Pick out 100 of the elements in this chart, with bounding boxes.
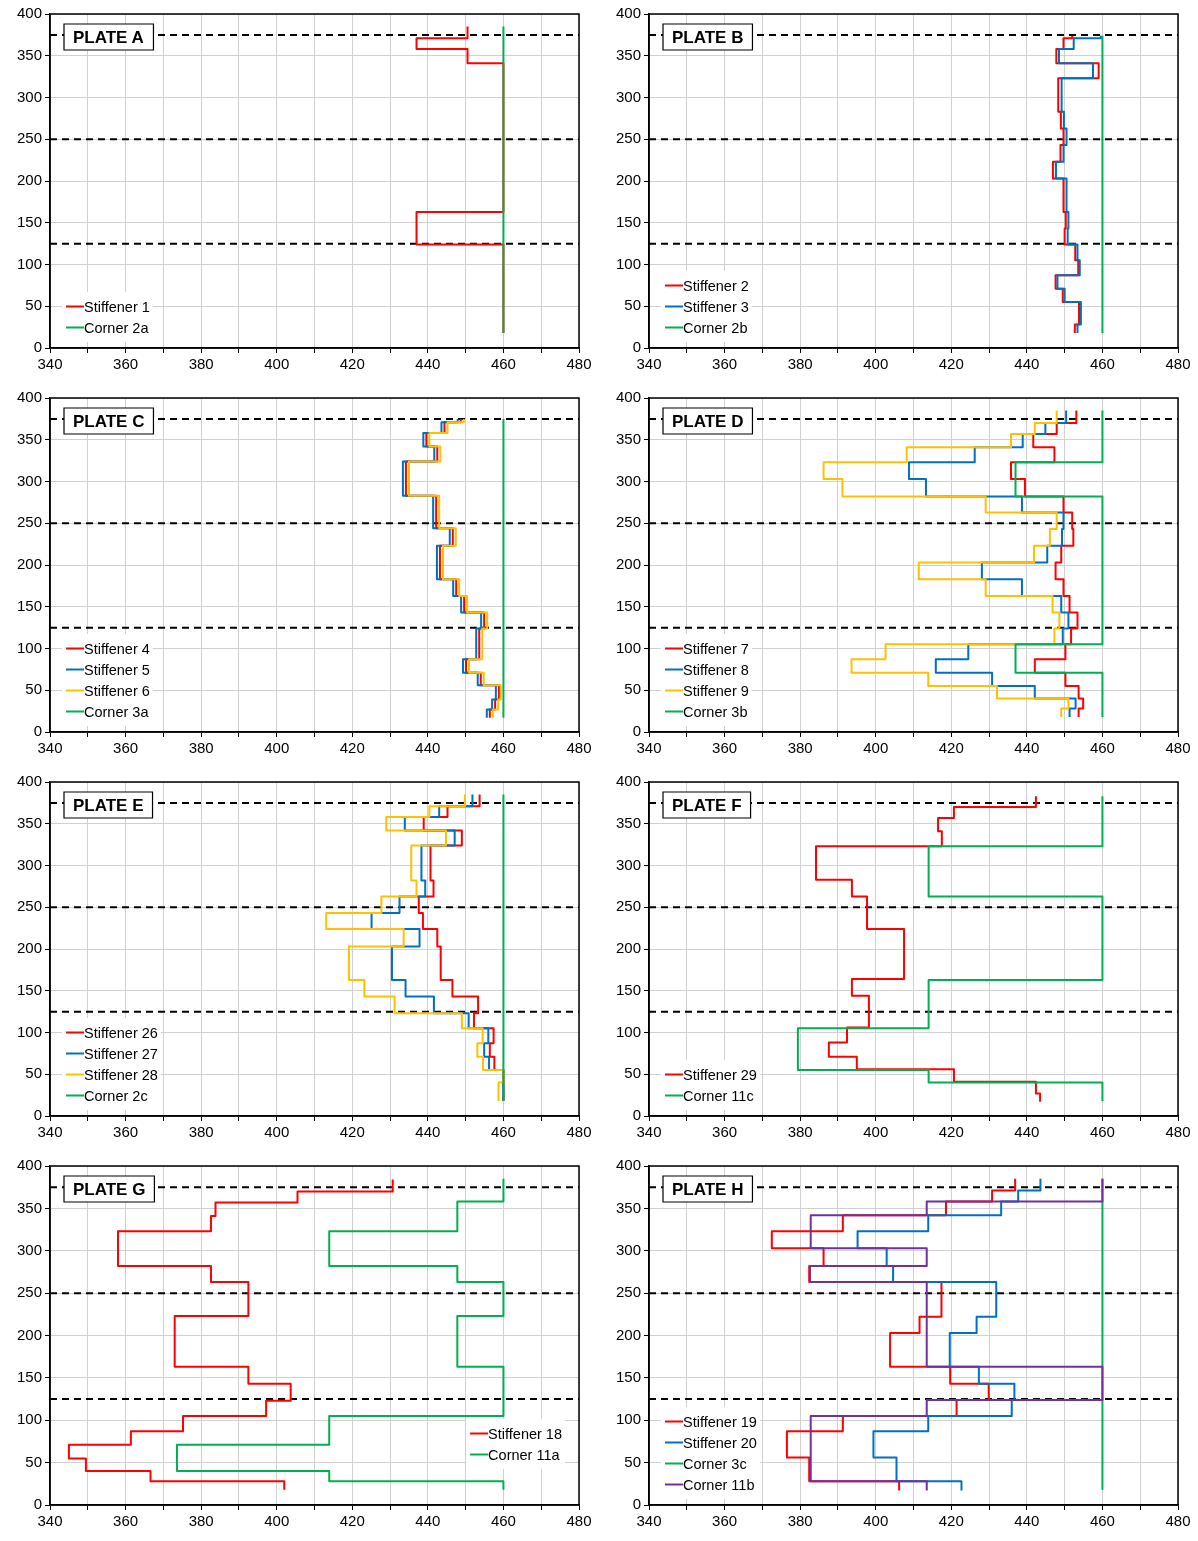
y-tick-label: 150 (615, 596, 641, 614)
x-tick-label: 480 (1165, 355, 1191, 373)
y-tick-label: 250 (615, 1283, 641, 1301)
y-tick-label: 350 (615, 1198, 641, 1216)
x-tick-label: 360 (712, 739, 738, 757)
legend-label: Stiffener 1 (84, 298, 150, 315)
y-tick-label: 300 (16, 87, 42, 105)
legend-label: Stiffener 6 (84, 682, 150, 699)
y-tick-label: 400 (16, 1156, 42, 1174)
y-tick-label: 100 (615, 1410, 641, 1428)
x-tick-label: 480 (1165, 739, 1191, 757)
y-tick-label: 100 (615, 1022, 641, 1040)
x-tick-label: 380 (787, 1512, 813, 1530)
y-tick-label: 200 (16, 555, 42, 573)
y-tick-label: 250 (615, 129, 641, 147)
y-tick-label: 100 (615, 638, 641, 656)
x-tick-label: 400 (863, 739, 889, 757)
y-tick-label: 100 (16, 1410, 42, 1428)
text: PLATE F (672, 795, 742, 815)
y-tick-label: 250 (615, 513, 641, 531)
x-tick-label: 440 (415, 1123, 441, 1141)
y-tick-label: 100 (16, 254, 42, 272)
x-tick-label: 340 (636, 739, 662, 757)
y-tick-label: 400 (16, 772, 42, 790)
x-tick-label: 420 (339, 1123, 365, 1141)
y-tick-label: 0 (33, 338, 42, 356)
y-tick-label: 0 (632, 338, 641, 356)
x-tick-label: 380 (188, 1512, 214, 1530)
text: PLATE C (73, 411, 145, 431)
y-tick-label: 250 (615, 897, 641, 915)
y-tick-label: 400 (615, 772, 641, 790)
y-tick-label: 250 (16, 897, 42, 915)
y-tick-label: 400 (615, 1156, 641, 1174)
x-tick-label: 360 (712, 1123, 738, 1141)
y-tick-label: 0 (632, 1106, 641, 1124)
y-tick-label: 0 (33, 1495, 42, 1513)
y-tick-label: 150 (16, 1368, 42, 1386)
legend-label: Corner 11b (683, 1476, 755, 1493)
x-tick-label: 420 (938, 739, 964, 757)
y-tick-label: 300 (16, 855, 42, 873)
x-tick-label: 420 (339, 1512, 365, 1530)
y-tick-label: 350 (16, 1198, 42, 1216)
y-tick-label: 200 (615, 171, 641, 189)
legend-label: Stiffener 2 (683, 277, 749, 294)
y-tick-label: 300 (615, 87, 641, 105)
y-tick-label: 150 (16, 212, 42, 230)
y-tick-label: 350 (615, 45, 641, 63)
x-tick-label: 460 (490, 355, 516, 373)
y-tick-label: 400 (615, 388, 641, 406)
y-tick-label: 200 (16, 171, 42, 189)
x-tick-label: 480 (1165, 1123, 1191, 1141)
legend-label: Corner 3c (683, 1455, 747, 1472)
y-tick-label: 50 (624, 1064, 641, 1082)
y-tick-label: 300 (615, 471, 641, 489)
y-tick-label: 50 (624, 680, 641, 698)
x-tick-label: 460 (1089, 739, 1115, 757)
text: PLATE G (73, 1179, 146, 1199)
y-tick-label: 150 (615, 1368, 641, 1386)
x-tick-label: 340 (636, 355, 662, 373)
y-tick-label: 400 (615, 4, 641, 22)
x-tick-label: 400 (863, 1512, 889, 1530)
legend-label: Stiffener 8 (683, 661, 749, 678)
x-tick-label: 480 (566, 1512, 592, 1530)
x-tick-label: 340 (37, 739, 63, 757)
x-tick-label: 420 (938, 355, 964, 373)
x-tick-label: 360 (712, 1512, 738, 1530)
x-tick-label: 460 (1089, 1512, 1115, 1530)
x-tick-label: 380 (188, 739, 214, 757)
x-tick-label: 360 (113, 355, 139, 373)
x-tick-label: 480 (566, 739, 592, 757)
y-tick-label: 0 (33, 722, 42, 740)
y-tick-label: 250 (16, 513, 42, 531)
y-tick-label: 350 (615, 813, 641, 831)
x-tick-label: 340 (37, 1512, 63, 1530)
x-tick-label: 400 (863, 355, 889, 373)
x-tick-label: 400 (264, 1512, 290, 1530)
legend-label: Stiffener 26 (84, 1024, 158, 1041)
x-tick-label: 440 (1014, 355, 1040, 373)
y-tick-label: 50 (624, 1452, 641, 1470)
x-tick-label: 400 (863, 1123, 889, 1141)
y-tick-label: 200 (16, 1325, 42, 1343)
x-tick-label: 440 (1014, 1512, 1040, 1530)
x-tick-label: 460 (490, 739, 516, 757)
x-tick-label: 460 (490, 1512, 516, 1530)
legend-label: Stiffener 7 (683, 640, 749, 657)
y-tick-label: 200 (615, 1325, 641, 1343)
legend-label: Corner 3b (683, 703, 748, 720)
y-tick-label: 250 (16, 1283, 42, 1301)
x-tick-label: 420 (339, 739, 365, 757)
y-tick-label: 50 (25, 296, 42, 314)
text: PLATE D (672, 411, 744, 431)
legend-label: Stiffener 9 (683, 682, 749, 699)
y-tick-label: 350 (16, 813, 42, 831)
x-tick-label: 360 (113, 739, 139, 757)
legend-label: Stiffener 18 (488, 1425, 563, 1442)
legend-label: Stiffener 3 (683, 298, 749, 315)
y-tick-label: 400 (16, 388, 42, 406)
legend-label: Stiffener 5 (84, 661, 150, 678)
legend-label: Corner 2a (84, 319, 150, 336)
y-tick-label: 50 (25, 1064, 42, 1082)
